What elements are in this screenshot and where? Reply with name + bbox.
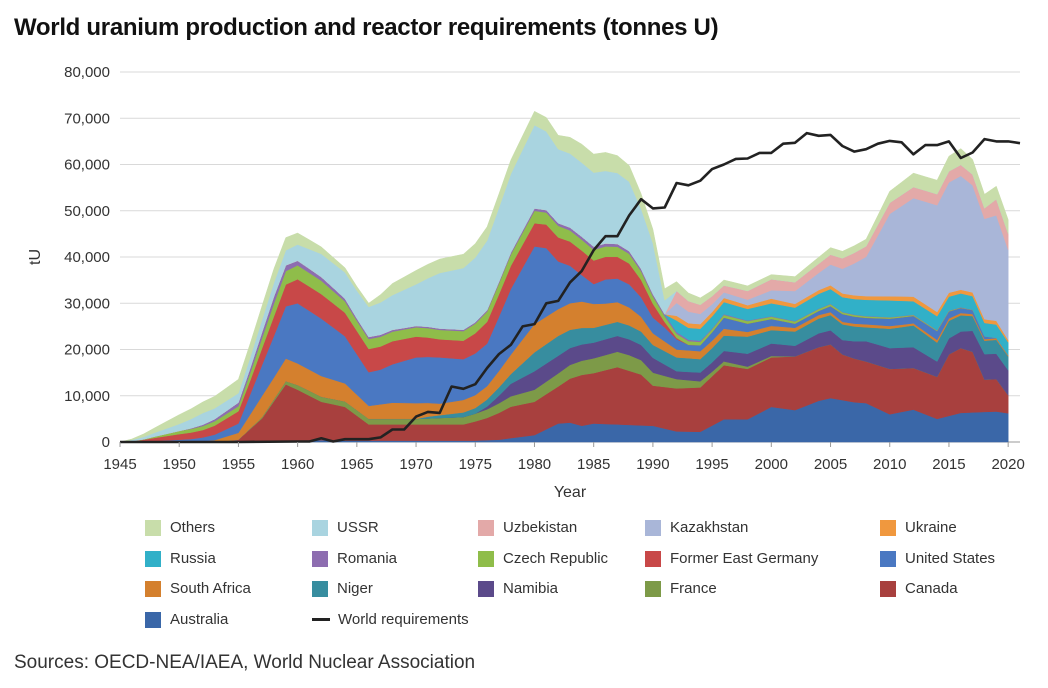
y-tick-label: 50,000 <box>64 203 110 220</box>
x-tick-label: 2015 <box>932 456 965 473</box>
world-requirements-line <box>120 131 1021 444</box>
x-tick-label: 1975 <box>459 456 492 473</box>
x-tick-label: 2005 <box>814 456 847 473</box>
x-tick-label: 1965 <box>340 456 373 473</box>
chart-title: World uranium production and reactor req… <box>14 14 719 41</box>
stacked-areas <box>119 111 1009 443</box>
y-tick-label: 0 <box>102 434 110 451</box>
x-tick-label: 1985 <box>577 456 610 473</box>
y-axis-ticks: 0 10,000 20,000 30,000 40,000 50,000 60,000 70,… <box>64 64 110 451</box>
x-axis-label: Year <box>554 484 587 501</box>
y-tick-label: 40,000 <box>64 249 110 266</box>
y-tick-label: 20,000 <box>64 342 110 359</box>
x-tick-label: 1970 <box>399 456 432 473</box>
x-tick-label: 2000 <box>755 456 788 473</box>
x-tick-label: 1945 <box>103 456 136 473</box>
x-tick-label: 1995 <box>695 456 728 473</box>
y-tick-label: 70,000 <box>64 110 110 127</box>
area-others <box>119 111 1009 443</box>
y-axis-label: tU <box>27 249 44 265</box>
y-tick-label: 10,000 <box>64 388 110 405</box>
x-tick-label: 2020 <box>991 456 1024 473</box>
x-tick-label: 2010 <box>873 456 906 473</box>
y-tick-label: 80,000 <box>64 64 110 81</box>
y-tick-label: 60,000 <box>64 157 110 174</box>
x-tick-label: 1950 <box>163 456 196 473</box>
source-note: Sources: OECD-NEA/IAEA, World Nuclear As… <box>14 652 476 673</box>
requirements-line <box>120 131 1021 444</box>
x-tick-label: 1960 <box>281 456 314 473</box>
x-axis-ticks: 1945 1950 1955 1960 1965 1970 1975 1980 1985 1990… <box>103 442 1025 473</box>
y-tick-label: 30,000 <box>64 295 110 312</box>
x-tick-label: 1955 <box>222 456 255 473</box>
x-tick-label: 1980 <box>518 456 551 473</box>
x-tick-label: 1990 <box>636 456 669 473</box>
